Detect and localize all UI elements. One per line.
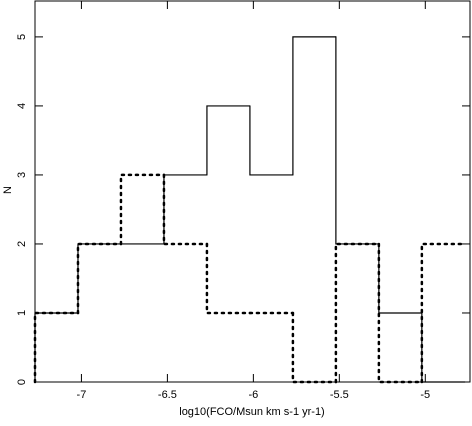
histogram-step <box>420 242 467 384</box>
x-tick-label: -6.5 <box>158 389 177 401</box>
x-tick-label: -6 <box>248 389 258 401</box>
histogram-step <box>335 36 380 245</box>
y-tick-label: 4 <box>16 103 28 109</box>
histogram-step <box>162 173 209 246</box>
histogram-step <box>291 311 338 384</box>
histogram-step <box>249 105 294 176</box>
histogram-step <box>421 312 466 383</box>
histogram-step <box>119 173 166 246</box>
y-tick-label: 2 <box>16 241 28 247</box>
histogram-step <box>205 242 252 315</box>
histogram-step <box>77 243 122 314</box>
y-tick-label: 1 <box>16 310 28 316</box>
x-tick-label: -7 <box>77 389 87 401</box>
histogram-step <box>206 105 251 176</box>
histogram-step <box>334 242 381 384</box>
histogram-step <box>33 311 80 384</box>
histogram-step <box>292 36 337 176</box>
x-tick-label: -5 <box>420 389 430 401</box>
x-tick-label: -5.5 <box>330 389 349 401</box>
y-tick-label: 0 <box>16 379 28 385</box>
x-axis-label: log10(FCO/Msun km s-1 yr-1) <box>179 406 324 418</box>
plot-frame <box>34 0 471 383</box>
histogram-step <box>163 174 208 245</box>
histogram-step <box>76 242 123 315</box>
histogram-step <box>34 312 79 383</box>
y-axis-label: N <box>2 186 14 194</box>
histogram-step <box>378 243 423 314</box>
y-tick-label: 3 <box>16 172 28 178</box>
y-tick-label: 5 <box>16 34 28 40</box>
